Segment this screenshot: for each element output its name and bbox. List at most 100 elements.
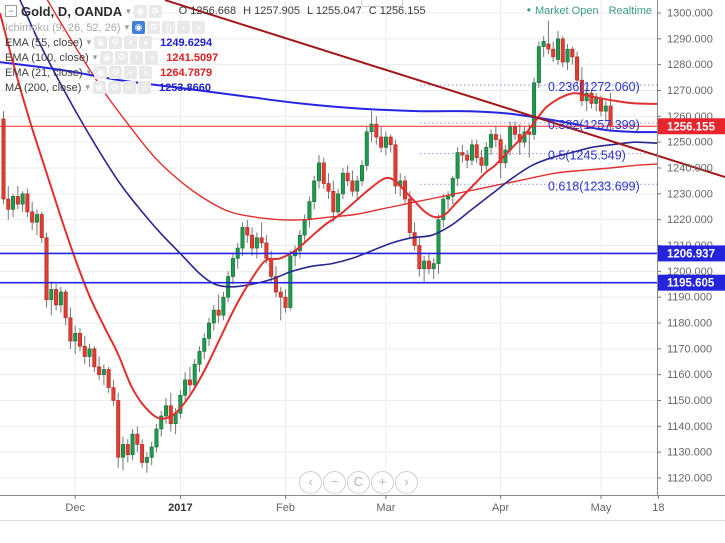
- braces-icon[interactable]: {}: [162, 21, 176, 34]
- indicator-label[interactable]: EMA (21, close): [5, 66, 83, 79]
- ma-line-ma200[interactable]: [0, 61, 657, 134]
- gear-icon[interactable]: ⚙: [107, 81, 121, 94]
- price-tick-label: 1270.000: [667, 85, 713, 97]
- indicator-value: 1249.6294: [160, 36, 213, 49]
- chevron-down-icon[interactable]: ▾: [124, 22, 130, 32]
- cross-icon[interactable]: ×: [192, 21, 206, 34]
- chevron-down-icon[interactable]: ▾: [86, 37, 92, 47]
- reset-chart-button[interactable]: C: [347, 471, 370, 494]
- indicator-row: MA (200, close) ▾ ◉ ⚙ + × 1253.8660: [5, 80, 426, 95]
- ohlc-value: 1256.668: [190, 5, 237, 17]
- symbol-title[interactable]: Gold, D, OANDA: [21, 3, 123, 19]
- ohlc-readout: O 1256.668 H 1257.905 L 1255.047 C 1256.155: [172, 5, 426, 17]
- plot-area[interactable]: [0, 0, 657, 495]
- gear-icon[interactable]: ⚙: [109, 36, 123, 49]
- ohlc-value: 1256.155: [379, 5, 426, 17]
- chevron-down-icon[interactable]: ▾: [85, 82, 90, 92]
- indicator-rows: Ichimoku (9, 26, 52, 26) ▾ ◉ ⚙{} + × EMA (55, …: [5, 20, 426, 95]
- time-tick-label: Feb: [276, 502, 295, 514]
- price-tick-label: 1250.000: [667, 137, 713, 149]
- chevron-down-icon[interactable]: ▾: [126, 5, 131, 16]
- ohlc-letter: C: [368, 5, 380, 17]
- gear-icon[interactable]: ⚙: [148, 4, 162, 18]
- market-open-dot-icon: •: [526, 3, 531, 17]
- price-tick-label: 1120.000: [667, 472, 712, 484]
- time-tick-label: 2017: [168, 502, 192, 514]
- eye-icon[interactable]: ◉: [94, 36, 108, 49]
- plus-icon[interactable]: +: [124, 66, 138, 79]
- scroll-left-button[interactable]: ‹: [299, 471, 322, 494]
- toolbar-fragment: [361, 0, 403, 7]
- chevron-down-icon[interactable]: ▾: [92, 52, 98, 62]
- price-axis[interactable]: 1300.0001290.0001280.0001270.0001260.000…: [657, 8, 713, 485]
- time-tick-label: May: [591, 502, 612, 514]
- plus-icon[interactable]: +: [177, 21, 191, 34]
- indicator-label[interactable]: Ichimoku (9, 26, 52, 26): [5, 21, 121, 34]
- cross-icon[interactable]: ×: [137, 81, 151, 94]
- plus-icon[interactable]: +: [130, 51, 144, 64]
- indicator-row: EMA (21, close) ▾ ◉ ⚙ + × 1264.7879: [5, 65, 426, 80]
- ma-line-ema55[interactable]: [0, 0, 657, 288]
- cross-icon[interactable]: ×: [139, 36, 153, 49]
- time-tick-label: Mar: [376, 502, 395, 514]
- indicator-value: 1264.7879: [160, 66, 213, 79]
- svg-text:1256.155: 1256.155: [667, 121, 716, 133]
- eye-icon[interactable]: ◉: [94, 66, 108, 79]
- plus-icon[interactable]: +: [122, 81, 136, 94]
- collapse-icon[interactable]: −: [5, 5, 17, 17]
- realtime-label: Realtime: [608, 5, 652, 17]
- price-tick-label: 1230.000: [667, 188, 713, 200]
- market-open-label: Market Open: [535, 5, 599, 17]
- time-tick-label: Dec: [65, 502, 85, 514]
- scroll-right-button[interactable]: ›: [395, 471, 418, 494]
- cross-icon[interactable]: ×: [139, 66, 153, 79]
- price-tick-label: 1240.000: [667, 162, 713, 174]
- eye-icon[interactable]: ◉: [132, 21, 146, 34]
- eye-icon[interactable]: ◉: [100, 51, 114, 64]
- cross-icon[interactable]: ×: [145, 51, 159, 64]
- eye-icon[interactable]: ◉: [92, 81, 106, 94]
- time-axis[interactable]: Dec 2017 Feb Mar Apr May 18: [65, 495, 664, 514]
- price-tag: 1256.155: [658, 118, 725, 135]
- price-tick-label: 1140.000: [667, 421, 712, 433]
- indicator-row: EMA (55, close) ▾ ◉ ⚙ + × 1249.6294: [5, 35, 426, 50]
- ma-line-ema100[interactable]: [0, 0, 657, 221]
- price-tick-label: 1180.000: [667, 317, 712, 329]
- ohlc-value: 1257.905: [254, 5, 301, 17]
- fib-label[interactable]: 0.382(1257.399): [548, 118, 640, 132]
- trendline[interactable]: [164, 0, 725, 178]
- indicator-value: 1241.5097: [166, 51, 219, 64]
- price-tick-label: 1170.000: [667, 343, 712, 355]
- gear-icon[interactable]: ⚙: [115, 51, 129, 64]
- gear-icon[interactable]: ⚙: [147, 21, 161, 34]
- market-status: • Market Open Realtime: [527, 3, 652, 17]
- price-tag: 1206.937: [658, 245, 725, 262]
- time-tick-label: Apr: [492, 502, 509, 514]
- ohlc-value: 1255.047: [315, 5, 362, 17]
- svg-text:1206.937: 1206.937: [667, 248, 715, 260]
- chevron-down-icon[interactable]: ▾: [86, 67, 92, 77]
- indicator-label[interactable]: EMA (100, close): [5, 51, 89, 64]
- eye-icon[interactable]: ◉: [133, 4, 147, 18]
- indicator-label[interactable]: EMA (55, close): [5, 36, 83, 49]
- zoom-out-button[interactable]: −: [323, 471, 346, 494]
- zoom-in-button[interactable]: +: [371, 471, 394, 494]
- ma-line-ema21[interactable]: [0, 12, 657, 420]
- ohlc-letter: H: [243, 5, 255, 17]
- price-tick-label: 1280.000: [667, 59, 713, 71]
- price-tag: 1195.605: [658, 274, 725, 291]
- gear-icon[interactable]: ⚙: [109, 66, 123, 79]
- chart-legend: − Gold, D, OANDA ▾ ◉ ⚙ O 1256.668 H 1257.…: [5, 2, 426, 95]
- fib-label[interactable]: 0.5(1245.549): [548, 149, 626, 163]
- price-tick-label: 1150.000: [667, 395, 712, 407]
- fib-label[interactable]: 0.618(1233.699): [548, 179, 640, 193]
- indicator-label[interactable]: MA (200, close): [5, 81, 82, 94]
- price-tick-label: 1130.000: [667, 447, 712, 459]
- plus-icon[interactable]: +: [124, 36, 138, 49]
- price-tick-label: 1290.000: [667, 33, 713, 45]
- ohlc-letter: L: [307, 5, 316, 17]
- fib-label[interactable]: 0.236(1272.060): [548, 80, 640, 94]
- svg-text:1195.605: 1195.605: [667, 278, 715, 290]
